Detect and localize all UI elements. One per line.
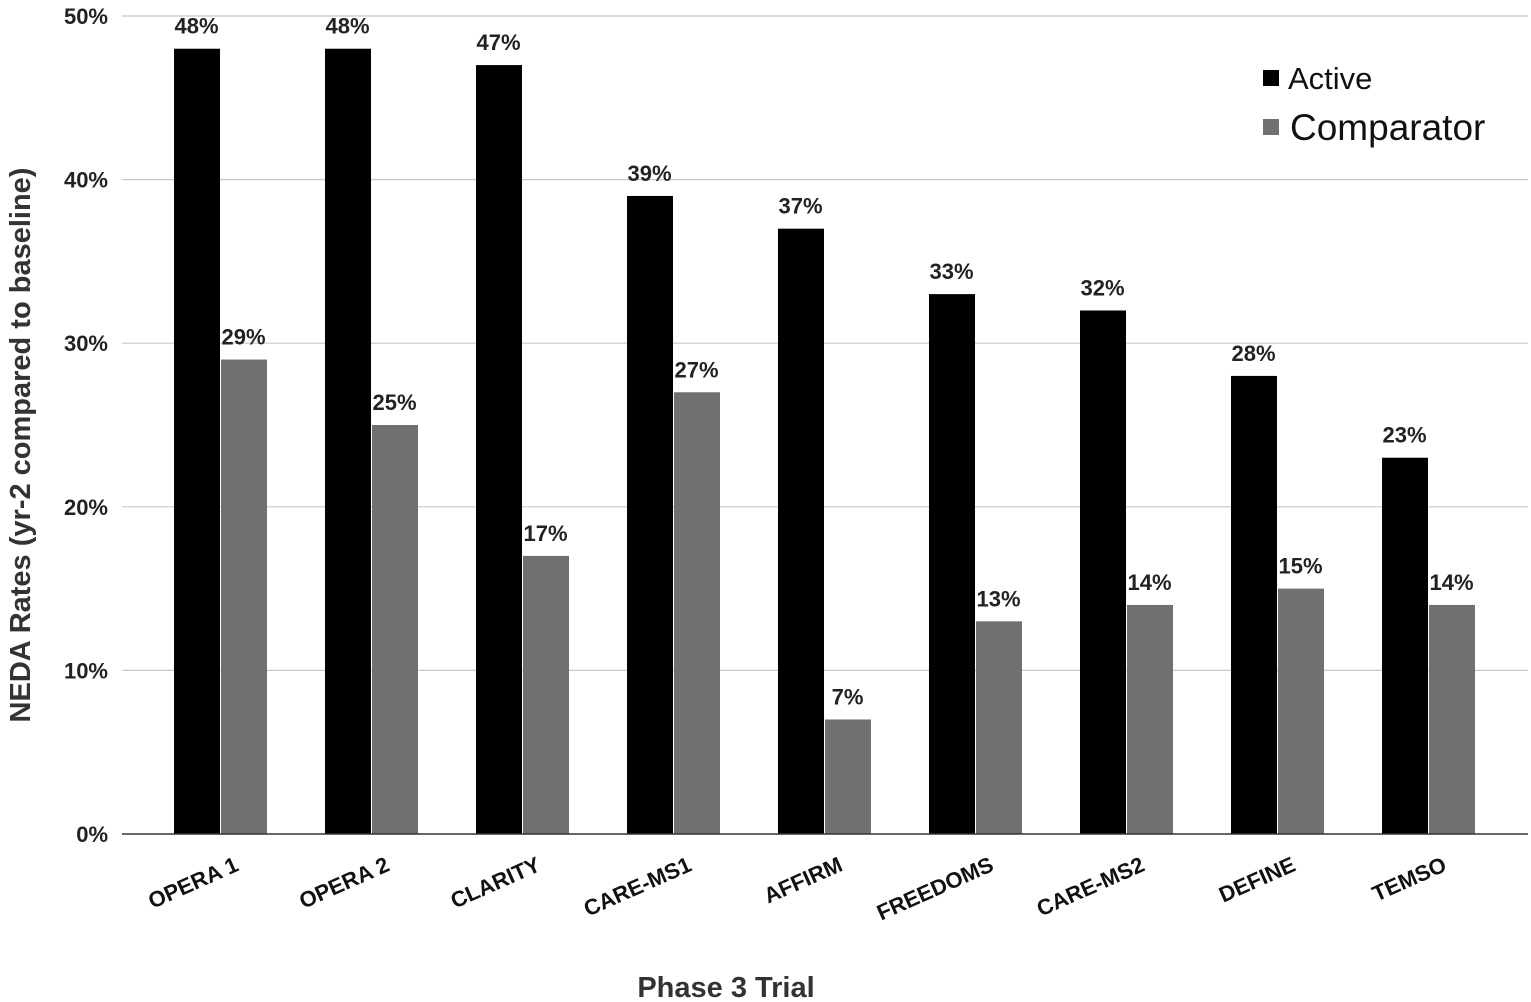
legend-swatch-comparator: [1263, 119, 1279, 135]
data-label: 29%: [221, 325, 265, 350]
bar-comparator-care-ms1: [674, 392, 720, 834]
data-label: 17%: [523, 521, 567, 546]
x-tick-label: DEFINE: [1215, 852, 1299, 908]
bar-comparator-opera-1: [221, 359, 267, 834]
x-tick-label: TEMSO: [1368, 852, 1450, 907]
data-label: 14%: [1429, 570, 1473, 595]
x-axis-ticks: OPERA 1 OPERA 2 CLARITY CARE-MS1 AFFIRM FREED…: [144, 852, 1450, 926]
x-tick-label: AFFIRM: [760, 852, 846, 909]
bar-comparator-care-ms2: [1127, 604, 1173, 834]
bar-comparator-freedoms: [976, 621, 1022, 834]
data-label: 48%: [325, 14, 369, 39]
data-label: 27%: [674, 357, 718, 382]
y-tick-label: 10%: [64, 658, 108, 683]
bars: [174, 48, 1475, 835]
data-label: 13%: [976, 586, 1020, 611]
y-axis-ticks: 0% 10% 20% 30% 40% 50%: [64, 4, 108, 847]
bar-comparator-temso: [1429, 604, 1475, 834]
y-tick-label: 30%: [64, 331, 108, 356]
data-label: 39%: [627, 161, 671, 186]
bar-comparator-opera-2: [372, 425, 418, 834]
bar-active-opera-1: [174, 48, 220, 835]
legend-label-comparator: Comparator: [1290, 107, 1485, 148]
bar-active-care-ms2: [1080, 310, 1126, 835]
bar-active-care-ms1: [627, 195, 673, 834]
bar-comparator-clarity: [523, 555, 569, 834]
data-label: 33%: [929, 259, 973, 284]
data-label: 14%: [1127, 570, 1171, 595]
data-label: 28%: [1231, 341, 1275, 366]
x-tick-label: CARE-MS2: [1033, 852, 1148, 922]
data-labels: 48% 29% 48% 25% 47% 17% 39% 27% 37% 7% 33% 13% 32% 14…: [174, 14, 1473, 710]
data-label: 47%: [476, 30, 520, 55]
data-label: 7%: [832, 684, 864, 709]
bar-comparator-affirm: [825, 719, 871, 834]
data-label: 32%: [1080, 275, 1124, 300]
y-axis-title: NEDA Rates (yr-2 compared to baseline): [5, 168, 37, 723]
bar-active-opera-2: [325, 48, 371, 835]
bar-active-temso: [1382, 457, 1428, 834]
y-tick-label: 40%: [64, 168, 108, 193]
y-tick-label: 50%: [64, 4, 108, 29]
bar-comparator-define: [1278, 588, 1324, 834]
x-tick-label: OPERA 1: [144, 852, 242, 914]
data-label: 25%: [372, 390, 416, 415]
x-tick-label: CARE-MS1: [580, 852, 695, 922]
data-label: 37%: [778, 194, 822, 219]
bar-active-define: [1231, 375, 1277, 834]
legend: Active Comparator: [1263, 61, 1485, 148]
data-label: 23%: [1382, 423, 1426, 448]
y-tick-label: 0%: [76, 822, 108, 847]
bar-active-freedoms: [929, 294, 975, 834]
x-tick-label: FREEDOMS: [873, 852, 997, 926]
y-tick-label: 20%: [64, 495, 108, 520]
x-tick-label: CLARITY: [447, 852, 545, 914]
legend-swatch-active: [1263, 70, 1279, 86]
x-tick-label: OPERA 2: [295, 852, 393, 914]
x-axis-title: Phase 3 Trial: [637, 972, 814, 1002]
bar-active-clarity: [476, 65, 522, 834]
data-label: 15%: [1278, 554, 1322, 579]
data-label: 48%: [174, 14, 218, 39]
legend-label-active: Active: [1288, 61, 1372, 96]
bar-active-affirm: [778, 228, 824, 834]
